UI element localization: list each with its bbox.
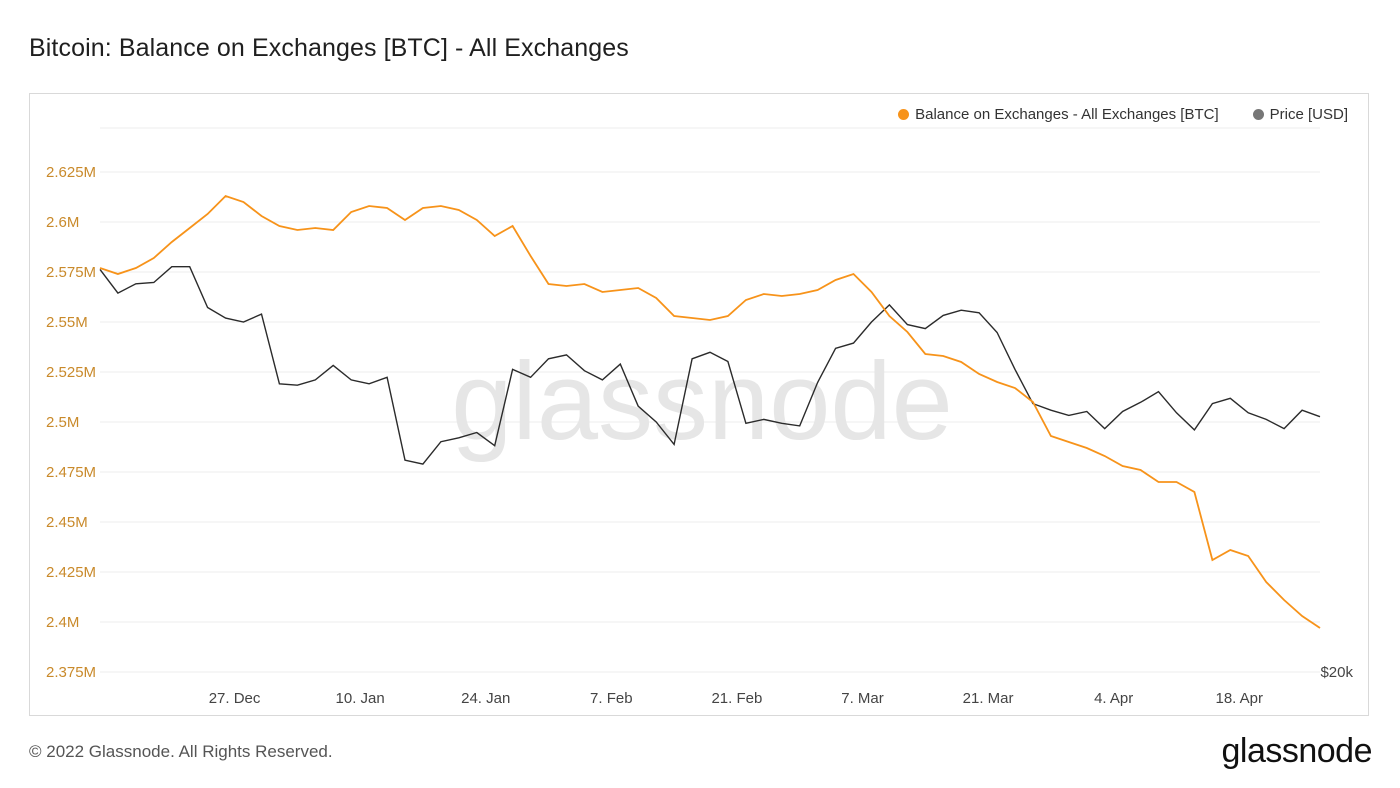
- legend-item-price[interactable]: Price [USD]: [1252, 106, 1348, 123]
- x-tick-label: 7. Feb: [590, 690, 633, 707]
- balance-series-line: [99, 194, 1321, 629]
- price-series-line: [99, 265, 1321, 465]
- y-tick-label: 2.55M: [46, 314, 88, 331]
- y-tick-label: 2.375M: [46, 664, 96, 681]
- y-tick-label: 2.575M: [46, 264, 96, 281]
- x-tick-label: 24. Jan: [461, 690, 510, 707]
- legend-item-balance[interactable]: Balance on Exchanges - All Exchanges [BT…: [898, 106, 1219, 123]
- x-tick-label: 7. Mar: [841, 690, 884, 707]
- x-tick-label: 18. Apr: [1215, 690, 1263, 707]
- y-tick-label: 2.6M: [46, 214, 79, 231]
- y-tick-label: 2.5M: [46, 414, 79, 431]
- legend-label-balance: Balance on Exchanges - All Exchanges [BT…: [915, 106, 1219, 123]
- x-tick-label: 27. Dec: [209, 690, 261, 707]
- x-tick-label: 21. Feb: [711, 690, 762, 707]
- x-tick-label: 10. Jan: [336, 690, 385, 707]
- x-axis-ticks: 27. Dec 10. Jan 24. Jan 7. Feb 21. Feb 7. Mar…: [209, 690, 1263, 707]
- brand-logo[interactable]: glassnode: [1221, 732, 1372, 770]
- chart-frame: glassnode 2.625M 2.6M 2.575M 2.55M 2.525M 2.5…: [29, 93, 1369, 716]
- x-tick-label: 4. Apr: [1094, 690, 1133, 707]
- grid-lines: [100, 127, 1320, 673]
- chart-canvas: glassnode 2.625M 2.6M 2.575M 2.55M 2.525M 2.5…: [46, 127, 1353, 707]
- legend-dot-icon: [898, 109, 910, 120]
- y-tick-label: 2.45M: [46, 514, 88, 531]
- legend-dot-icon: [1252, 109, 1264, 120]
- y-tick-label: 2.425M: [46, 564, 96, 581]
- y-axis-left-ticks: 2.625M 2.6M 2.575M 2.55M 2.525M 2.5M 2.475M 2.4…: [46, 164, 96, 681]
- legend-label-price: Price [USD]: [1269, 106, 1348, 123]
- chart-legend: Balance on Exchanges - All Exchanges [BT…: [898, 106, 1348, 123]
- y-tick-label: 2.525M: [46, 364, 96, 381]
- y-tick-label: 2.625M: [46, 164, 96, 181]
- y-tick-label: 2.475M: [46, 464, 96, 481]
- x-tick-label: 21. Mar: [963, 690, 1014, 707]
- copyright-footer: © 2022 Glassnode. All Rights Reserved.: [29, 742, 333, 761]
- chart-title: Bitcoin: Balance on Exchanges [BTC] - Al…: [29, 34, 629, 62]
- watermark: glassnode: [451, 340, 953, 463]
- y-axis-right-tick: $20k: [1320, 664, 1353, 681]
- y-tick-label: 2.4M: [46, 614, 79, 631]
